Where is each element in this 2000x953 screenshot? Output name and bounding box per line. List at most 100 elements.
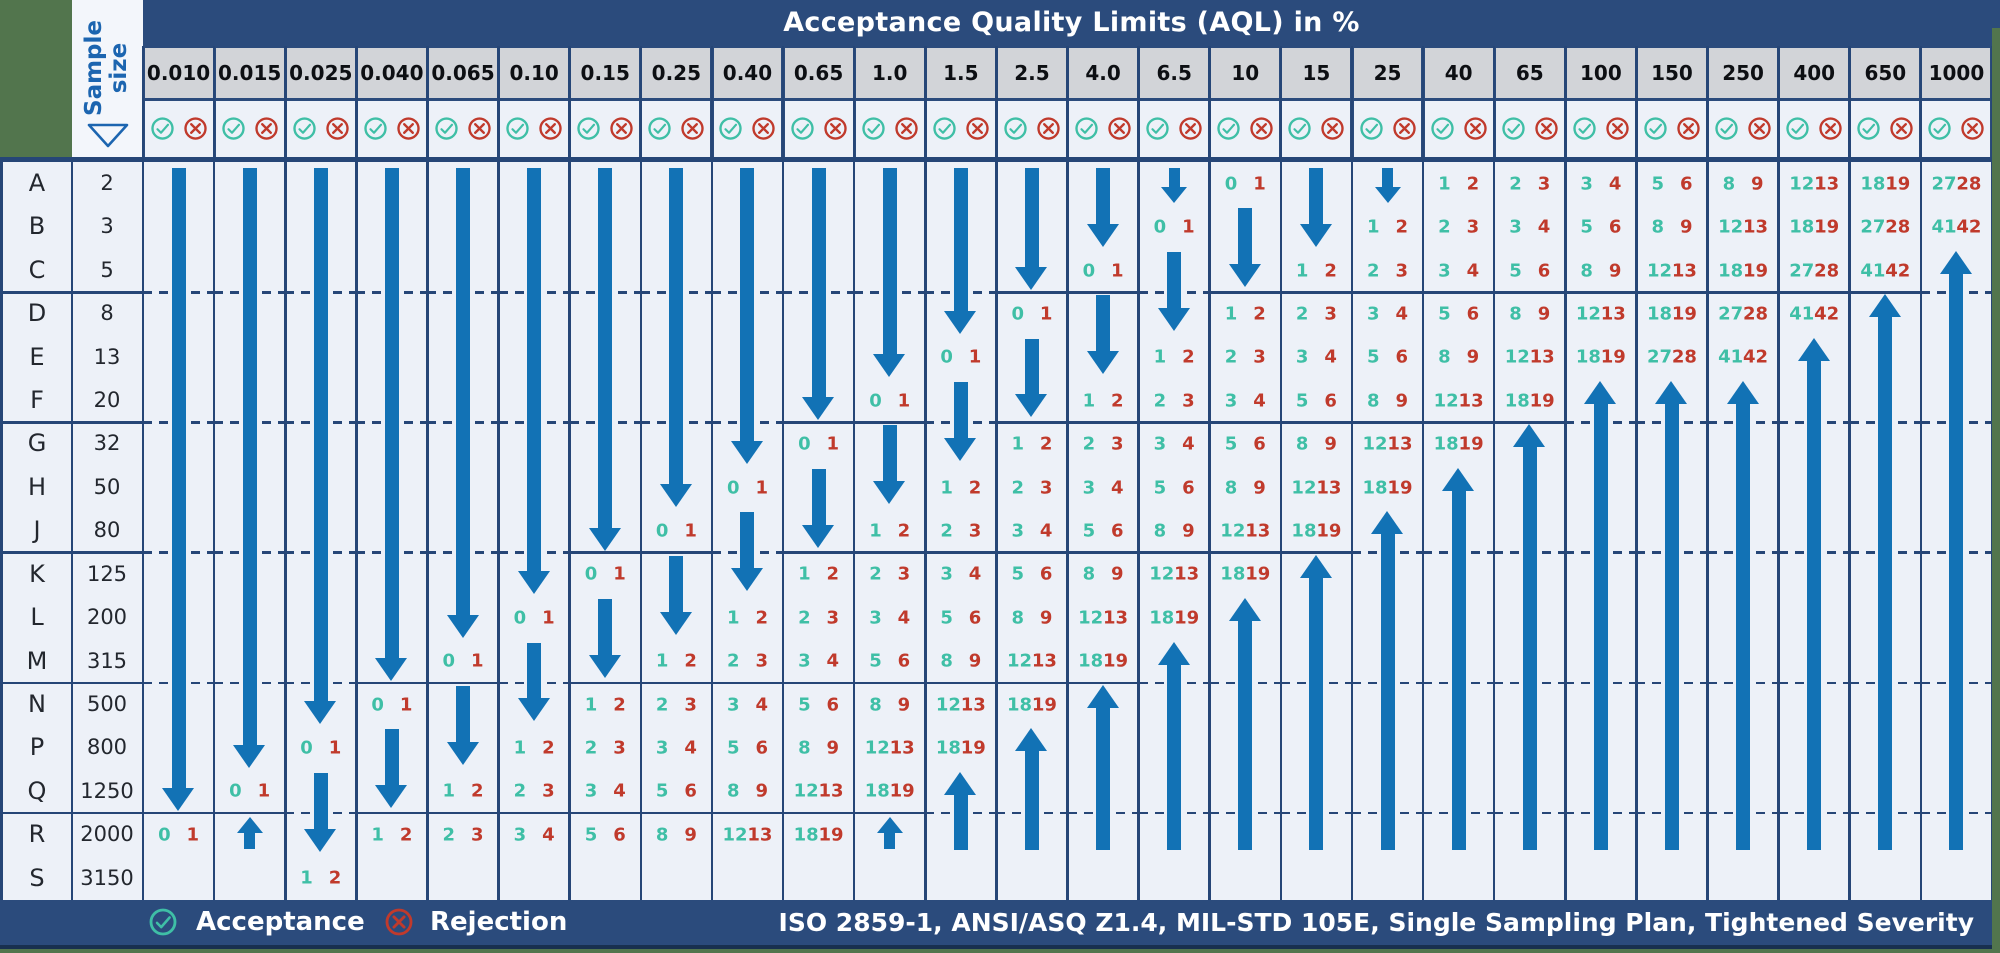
accept-reject-icon-cell xyxy=(1709,101,1778,157)
aql-column-header: 1.5 xyxy=(926,48,995,98)
check-circle-icon xyxy=(1359,116,1384,141)
re-value: 28 xyxy=(1671,346,1697,368)
ac-value: 1 xyxy=(1011,433,1024,455)
group-divider-segment xyxy=(996,290,1069,294)
x-circle-icon xyxy=(1818,116,1843,141)
ac-value: 0 xyxy=(1011,303,1024,325)
re-value: 19 xyxy=(1245,563,1271,585)
check-circle-icon xyxy=(1074,116,1099,141)
group-divider xyxy=(0,421,143,424)
column-border xyxy=(852,46,856,900)
arrow-down-head xyxy=(944,437,977,461)
ac-value: 1 xyxy=(371,824,384,846)
re-value: 1 xyxy=(257,780,271,802)
re-value: 19 xyxy=(1600,346,1626,368)
aql-column-header: 10 xyxy=(1211,48,1280,98)
re-value: 9 xyxy=(1466,346,1480,368)
column-border xyxy=(497,46,500,900)
arrow-down-head xyxy=(1299,223,1332,247)
ac-value: 2 xyxy=(513,780,527,802)
group-divider-segment xyxy=(783,421,855,424)
group-divider-segment xyxy=(640,681,713,685)
group-divider-segment xyxy=(783,551,855,554)
arrow-up-head xyxy=(1939,250,1972,274)
arrow-down-head xyxy=(873,354,906,378)
group-divider-segment xyxy=(1209,421,1282,424)
re-value: 2 xyxy=(542,737,555,759)
group-divider-segment xyxy=(640,811,713,815)
column-border xyxy=(283,46,287,900)
arrow-down-head xyxy=(304,701,337,725)
re-value: 4 xyxy=(1537,216,1551,238)
accept-reject-icon-cell xyxy=(429,101,497,157)
re-value: 13 xyxy=(1031,650,1057,672)
ac-value: 1 xyxy=(655,650,669,672)
arrow-up-body xyxy=(1380,533,1395,850)
check-circle-icon xyxy=(148,907,178,941)
group-divider xyxy=(0,551,143,554)
column-border xyxy=(1706,46,1709,900)
arrow-down-body xyxy=(1096,295,1111,353)
re-value: 9 xyxy=(1111,563,1124,585)
ac-value: 18 xyxy=(1504,390,1530,412)
arrow-down-body xyxy=(811,168,826,399)
arrow-down-body xyxy=(1024,338,1039,396)
aql-column-header: 4.0 xyxy=(1069,48,1137,98)
row-code-cell: R xyxy=(28,820,46,849)
group-divider-segment xyxy=(1280,421,1353,424)
aql-column-header: 0.065 xyxy=(429,48,497,98)
aql-column-header: 2.5 xyxy=(997,48,1066,98)
standards-note: ISO 2859-1, ANSI/ASQ Z1.4, MIL-STD 105E,… xyxy=(778,908,1974,937)
column-border xyxy=(568,46,571,900)
aql-column-header: 0.10 xyxy=(500,48,569,98)
re-value: 6 xyxy=(1395,346,1408,368)
ac-value: 18 xyxy=(935,737,961,759)
ac-value: 18 xyxy=(1789,216,1815,238)
ac-value: 8 xyxy=(798,737,811,759)
group-divider-segment xyxy=(1067,421,1140,424)
aql-column-header: 0.015 xyxy=(215,48,284,98)
row-code-cell: N xyxy=(28,689,46,718)
accept-reject-icon-cell xyxy=(1353,101,1422,157)
sample-size-cell: 13 xyxy=(93,344,121,369)
check-circle-icon xyxy=(505,116,530,141)
column-border xyxy=(355,46,358,900)
arrow-up-body xyxy=(1167,663,1182,850)
group-divider-segment xyxy=(1280,551,1353,554)
ac-value: 5 xyxy=(1509,260,1522,282)
check-circle-icon xyxy=(1643,116,1668,141)
re-value: 2 xyxy=(826,563,840,585)
group-divider-segment xyxy=(1778,290,1851,294)
arrow-down-head xyxy=(517,698,550,722)
ac-value: 5 xyxy=(1011,563,1024,585)
accept-reject-icon-cell xyxy=(1069,101,1137,157)
group-divider-segment xyxy=(427,811,500,815)
re-value: 1 xyxy=(897,390,911,412)
x-circle-icon xyxy=(751,116,776,141)
column-border xyxy=(1137,46,1140,900)
aql-column-header: 15 xyxy=(1282,48,1351,98)
re-value: 13 xyxy=(1600,303,1626,325)
ac-value: 2 xyxy=(1295,303,1309,325)
sample-size-cell: 800 xyxy=(86,735,128,760)
re-value: 1 xyxy=(684,520,697,542)
re-value: 13 xyxy=(960,694,986,716)
aql-column-header: 6.5 xyxy=(1140,48,1209,98)
sample-size-cell: 5 xyxy=(100,257,114,282)
aql-column-header: 400 xyxy=(1780,48,1849,98)
group-divider-segment xyxy=(1067,290,1140,294)
ac-value: 8 xyxy=(1224,477,1238,499)
column-border xyxy=(1492,46,1496,900)
re-value: 1 xyxy=(399,694,413,716)
group-divider-segment xyxy=(925,551,997,554)
arrow-up-body xyxy=(1878,316,1893,850)
ac-value: 12 xyxy=(1220,520,1246,542)
column-border xyxy=(1777,46,1780,900)
check-circle-icon xyxy=(363,116,388,141)
arrow-up-head xyxy=(944,771,977,795)
ac-value: 12 xyxy=(1149,563,1175,585)
accept-reject-icon-cell xyxy=(1282,101,1351,157)
ac-value: 1 xyxy=(1367,216,1380,238)
re-value: 6 xyxy=(1039,563,1053,585)
accept-reject-icon-cell xyxy=(1424,101,1493,157)
